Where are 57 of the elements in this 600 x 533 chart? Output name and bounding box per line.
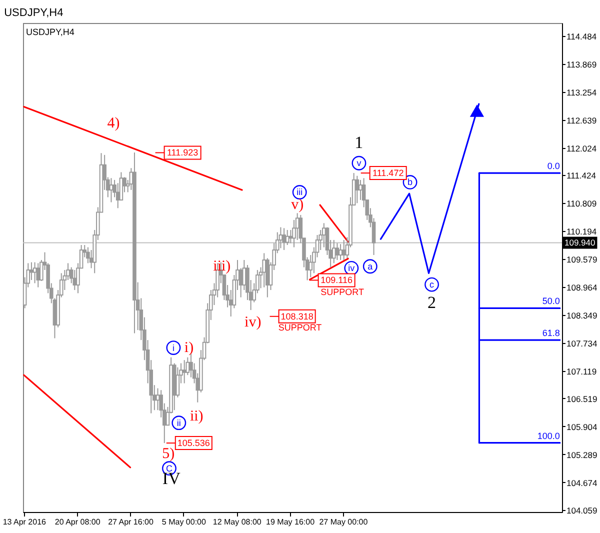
x-tick-label: 27 May 00:00 (319, 518, 368, 526)
y-tick-label: 106.519 (566, 394, 598, 404)
series-label: 100.0 (537, 430, 560, 441)
chart-subtitle: USDJPY,H4 (26, 27, 74, 37)
x-tick-label: 13 Apr 2016 (2, 518, 47, 526)
y-tick-label: 104.674 (566, 478, 598, 488)
y-tick-label: 110.809 (566, 198, 597, 209)
annotation: 5) (162, 446, 175, 462)
x-tick-label: 12 May 08:00 (212, 518, 262, 526)
annotation: ii) (190, 408, 204, 424)
annotation: 109.116 (320, 275, 353, 286)
y-tick-label: 109.579 (566, 254, 598, 265)
annotation: iii) (213, 258, 231, 274)
y-tick-label: 110.194 (566, 226, 597, 237)
y-tick-label: 114.484 (566, 32, 597, 42)
x-tick-label: 27 Apr 16:00 (108, 518, 154, 526)
y-tick-label: 104.059 (566, 506, 598, 516)
y-tick-label: 107.119 (566, 366, 597, 377)
y-tick-label: 112.024 (566, 143, 597, 154)
y-tick-label: 107.734 (566, 338, 598, 349)
y-tick-label: 105.904 (566, 422, 598, 432)
series-label: i (172, 342, 174, 353)
annotation: SUPPORT (320, 287, 364, 298)
series-label: C (166, 463, 173, 474)
series-label: 0.0 (547, 161, 560, 172)
series-label: ii (176, 418, 181, 428)
series-label: 50.0 (542, 296, 560, 306)
annotation: i) (184, 340, 194, 356)
chart-title: USDJPY,H4 (4, 7, 64, 19)
annotation: 108.318 (280, 311, 314, 322)
annotation: 2 (428, 293, 436, 312)
series-label: iii (296, 187, 303, 198)
y-tick-label: 108.964 (566, 282, 598, 293)
x-tick-label: 20 Apr 08:00 (54, 518, 101, 526)
annotation: v) (291, 197, 304, 214)
series-label: iv (348, 263, 356, 274)
series-label: 61.8 (542, 328, 560, 338)
annotation: 105.536 (177, 438, 210, 448)
y-tick-label: 108.349 (566, 310, 598, 321)
x-tick-label: 5 May 00:00 (162, 518, 206, 526)
annotation: SUPPORT (278, 322, 322, 332)
y-tick-label: 113.254 (566, 87, 597, 98)
ref-line-label: 109.940 (564, 238, 596, 248)
series-label: b (408, 177, 413, 188)
y-tick-label: 113.869 (566, 59, 597, 70)
series-label: v (356, 158, 362, 168)
y-tick-label: 111.424 (566, 170, 596, 181)
annotation: 1 (354, 133, 364, 152)
y-tick-label: 112.639 (566, 115, 597, 126)
series-label: c (430, 280, 435, 290)
annotation: 4) (107, 116, 120, 132)
y-tick-label: 105.289 (566, 450, 598, 460)
annotation: 111.472 (372, 168, 404, 178)
annotation: 111.923 (166, 148, 198, 158)
annotation: iv) (244, 314, 262, 330)
series-label: a (368, 261, 373, 272)
x-tick-label: 19 May 16:00 (266, 518, 316, 526)
